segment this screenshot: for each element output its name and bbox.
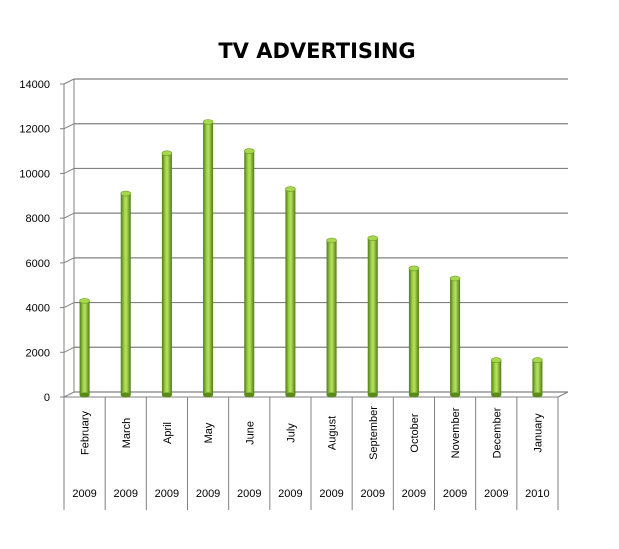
x-axis-year-label: 2009 [72,488,96,500]
y-axis-tick-labels: 0 2000 4000 6000 8000 10000 12000 14000 [19,79,50,404]
x-axis-month-label: June [244,421,256,445]
x-axis-month-label: February [80,410,92,455]
x-axis-month-label: August [327,416,339,450]
gridline-side [63,167,75,174]
y-axis-tick-label: 6000 [26,258,50,270]
x-axis-year-label: 2009 [319,488,343,500]
x-axis-month-label: September [368,406,380,460]
bar [285,186,296,398]
bar [326,237,337,398]
gridline-side [63,346,75,353]
bar [449,275,461,398]
y-axis-tick-label: 4000 [26,303,50,315]
x-axis-month-label: May [203,422,215,443]
axes [60,79,569,398]
y-axis-tick-label: 8000 [26,213,50,225]
y-axis-tick-label: 12000 [19,124,50,136]
y-axis-tick-label: 10000 [19,168,50,180]
x-axis-year-label: 2009 [402,488,426,500]
x-axis-month-label: October [409,413,421,452]
gridline-side [63,302,75,309]
y-axis-tick-label: 0 [44,392,50,404]
chart-title: TV ADVERTISING [218,39,415,63]
x-axis-year-label: 2009 [443,488,467,500]
x-axis-month-label: July [285,423,297,443]
y-axis-tick-label: 14000 [19,79,50,91]
x-axis-month-label: April [162,422,174,444]
x-axis-category-labels: February 2009 March 2009 April 2009 May 2009 Jun… [63,397,559,510]
bar [367,235,379,398]
x-axis-side-line [557,391,569,398]
x-axis-year-label: 2009 [237,488,261,500]
gridline-side [63,212,75,219]
bar [408,265,420,398]
bars [79,119,543,398]
x-axis-year-label: 2010 [525,488,549,500]
gridline-side [63,123,75,130]
gridline-side [63,391,75,398]
x-axis-year-label: 2009 [114,488,138,500]
bar [202,119,214,398]
x-axis-year-label: 2009 [196,488,220,500]
x-axis-year-label: 2009 [155,488,179,500]
y-axis-tick-label: 2000 [26,347,50,359]
bar [490,357,502,398]
x-axis-year-label: 2009 [484,488,508,500]
gridlines [63,78,568,398]
bar [79,298,90,398]
x-axis-year-label: 2009 [278,488,302,500]
bar [120,190,132,398]
bar [161,150,173,398]
x-axis-month-label: January [532,413,544,453]
x-axis-year-label: 2009 [361,488,385,500]
x-axis-month-label: November [450,407,462,458]
gridline-side [63,78,75,85]
gridline-side [63,257,75,264]
x-axis-month-label: December [491,407,503,458]
x-axis-month-label: March [121,418,133,449]
bar [243,148,255,398]
bar [532,357,543,398]
